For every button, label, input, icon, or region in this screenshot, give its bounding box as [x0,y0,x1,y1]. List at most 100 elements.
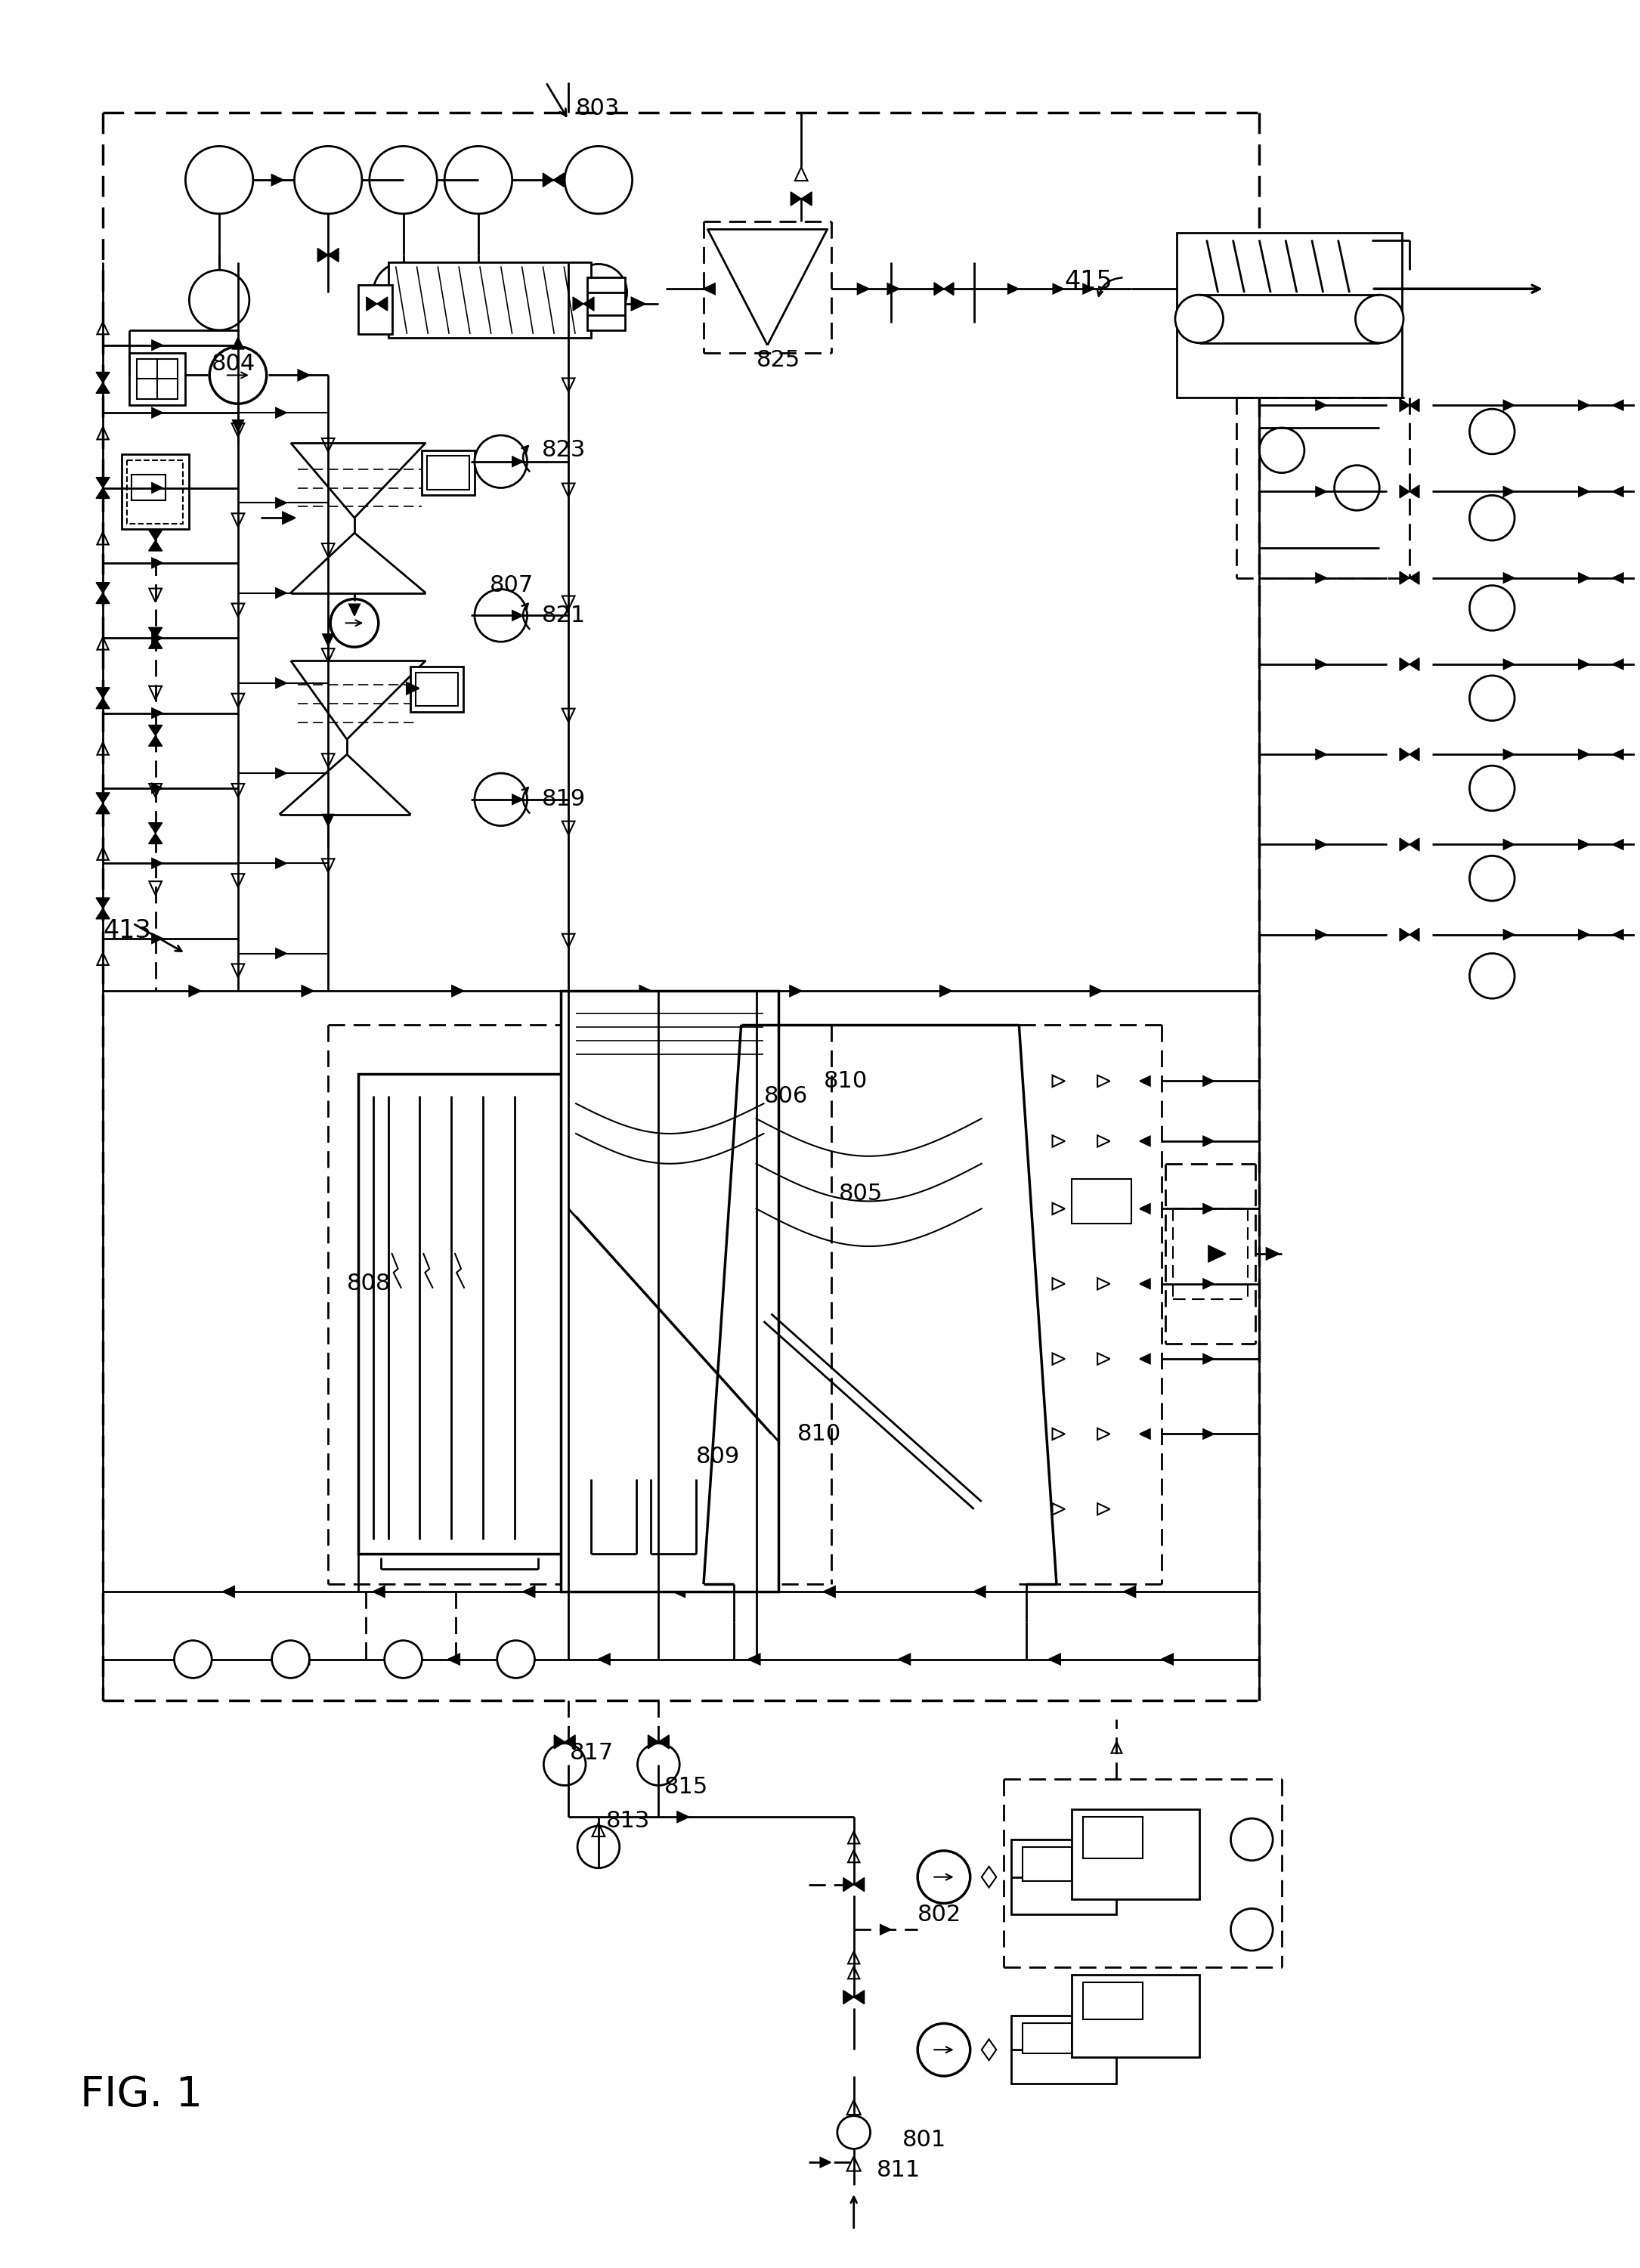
Polygon shape [512,610,523,619]
Circle shape [1469,585,1515,631]
Polygon shape [935,284,945,295]
Circle shape [638,1744,679,1785]
Polygon shape [272,175,284,186]
Polygon shape [1204,1077,1214,1086]
Polygon shape [323,814,333,826]
Polygon shape [276,499,285,508]
Polygon shape [97,687,110,699]
Circle shape [1176,295,1223,342]
Polygon shape [349,603,359,615]
Text: 803: 803 [576,98,620,120]
Polygon shape [377,297,387,311]
Polygon shape [1140,1136,1150,1145]
Polygon shape [276,678,285,687]
Polygon shape [1614,751,1624,760]
Polygon shape [572,297,584,311]
Polygon shape [1140,1429,1150,1438]
Polygon shape [1204,1354,1214,1363]
Polygon shape [97,488,110,499]
Circle shape [577,1826,620,1869]
Polygon shape [1579,751,1589,760]
Circle shape [294,145,362,213]
Bar [417,674,458,705]
Polygon shape [149,735,162,746]
Polygon shape [453,987,464,996]
Polygon shape [149,726,162,735]
Bar [410,667,464,712]
Polygon shape [97,476,110,488]
Bar [1082,1982,1143,2021]
Polygon shape [640,987,651,996]
Polygon shape [97,909,110,919]
Polygon shape [153,408,162,417]
Text: 823: 823 [543,440,585,460]
Polygon shape [790,987,802,996]
Polygon shape [1209,1245,1225,1261]
Text: 810: 810 [823,1070,868,1091]
Polygon shape [1409,572,1419,585]
Polygon shape [233,420,243,431]
Text: 813: 813 [607,1810,649,1833]
Polygon shape [97,583,110,592]
Polygon shape [185,1653,197,1665]
Polygon shape [843,1878,854,1892]
Bar [358,1073,569,1554]
Polygon shape [374,1585,384,1597]
Bar [121,454,189,528]
Text: 413: 413 [103,919,151,943]
Polygon shape [1204,1136,1214,1145]
Circle shape [330,599,379,646]
Polygon shape [1409,485,1419,499]
Polygon shape [1315,839,1327,848]
Bar [1012,1839,1117,1914]
Circle shape [918,1851,971,1903]
Bar [587,277,625,331]
Polygon shape [823,1585,835,1597]
Polygon shape [1504,930,1514,939]
Polygon shape [1579,839,1589,848]
Polygon shape [1266,1247,1279,1259]
Polygon shape [323,635,333,646]
Polygon shape [1091,987,1102,996]
Bar [421,451,474,494]
Polygon shape [945,284,954,295]
Bar [126,460,184,524]
Polygon shape [1614,401,1624,411]
Text: 811: 811 [876,2159,920,2182]
Polygon shape [843,1991,854,2005]
Text: 809: 809 [695,1445,740,1467]
Circle shape [1469,855,1515,900]
Polygon shape [1504,401,1514,411]
Polygon shape [1579,660,1589,669]
Polygon shape [407,683,418,694]
Polygon shape [1053,284,1063,293]
Bar [131,474,166,501]
Polygon shape [276,587,285,599]
Polygon shape [599,1653,610,1665]
Polygon shape [149,540,162,551]
Text: 821: 821 [543,606,585,626]
Polygon shape [554,1735,564,1749]
Circle shape [1230,1910,1273,1950]
Polygon shape [276,408,285,417]
Polygon shape [1315,574,1327,583]
Polygon shape [881,1926,891,1935]
Polygon shape [298,1653,310,1665]
Polygon shape [153,483,162,492]
Polygon shape [1579,930,1589,939]
Circle shape [1469,953,1515,998]
Circle shape [838,2116,871,2148]
Polygon shape [1409,839,1419,850]
Bar [389,263,590,338]
Polygon shape [887,284,899,295]
Polygon shape [1204,1204,1214,1213]
Polygon shape [1315,660,1327,669]
Polygon shape [366,297,377,311]
Polygon shape [523,1585,535,1597]
Polygon shape [648,1735,659,1749]
Polygon shape [97,699,110,708]
Bar [130,354,185,406]
Polygon shape [1614,574,1624,583]
Bar [358,286,392,333]
Polygon shape [1082,284,1094,293]
